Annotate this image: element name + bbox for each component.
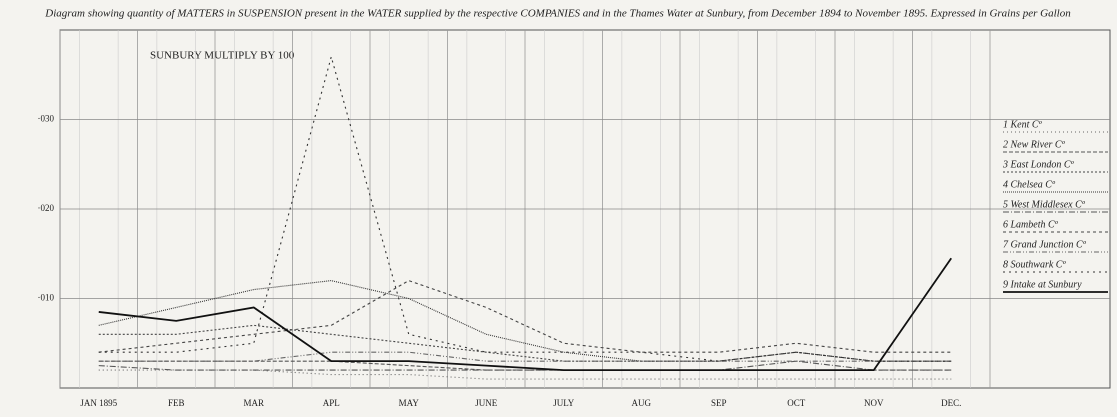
series-line [98, 360, 952, 371]
chart-title: Diagram showing quantity of MATTERS in S… [44, 8, 1071, 20]
legend-label: 1 Kent Cº [1003, 119, 1043, 130]
series-line [98, 280, 952, 362]
legend-label: 6 Lambeth Cº [1003, 219, 1059, 230]
y-tick-label: ·020 [38, 203, 55, 213]
legend-label: 3 East London Cº [1002, 159, 1075, 170]
series-line [98, 257, 952, 372]
x-tick-label: SEP [711, 398, 727, 408]
x-tick-label: JAN 1895 [80, 398, 117, 408]
x-tick-label: JULY [553, 398, 575, 408]
y-tick-label: ·030 [38, 114, 55, 124]
x-tick-label: APL [323, 398, 340, 408]
series-line [98, 54, 952, 362]
y-tick-label: ·010 [38, 293, 55, 303]
x-tick-label: NOV [864, 398, 884, 408]
annotation: SUNBURY MULTIPLY BY 100 [150, 50, 295, 62]
legend-label: 4 Chelsea Cº [1003, 179, 1056, 190]
legend-label: 8 Southwark Cº [1003, 259, 1066, 270]
legend-label: 5 West Middlesex Cº [1003, 199, 1086, 210]
x-tick-label: MAY [399, 398, 420, 408]
x-tick-label: MAR [243, 398, 264, 408]
legend-label: 9 Intake at Sunbury [1003, 279, 1082, 290]
x-tick-label: JUNE [475, 398, 498, 408]
x-tick-label: FEB [168, 398, 185, 408]
x-tick-label: AUG [632, 398, 652, 408]
x-tick-label: DEC. [941, 398, 961, 408]
legend-label: 2 New River Cº [1003, 139, 1066, 150]
legend-label: 7 Grand Junction Cº [1003, 239, 1087, 250]
x-tick-label: OCT [787, 398, 806, 408]
